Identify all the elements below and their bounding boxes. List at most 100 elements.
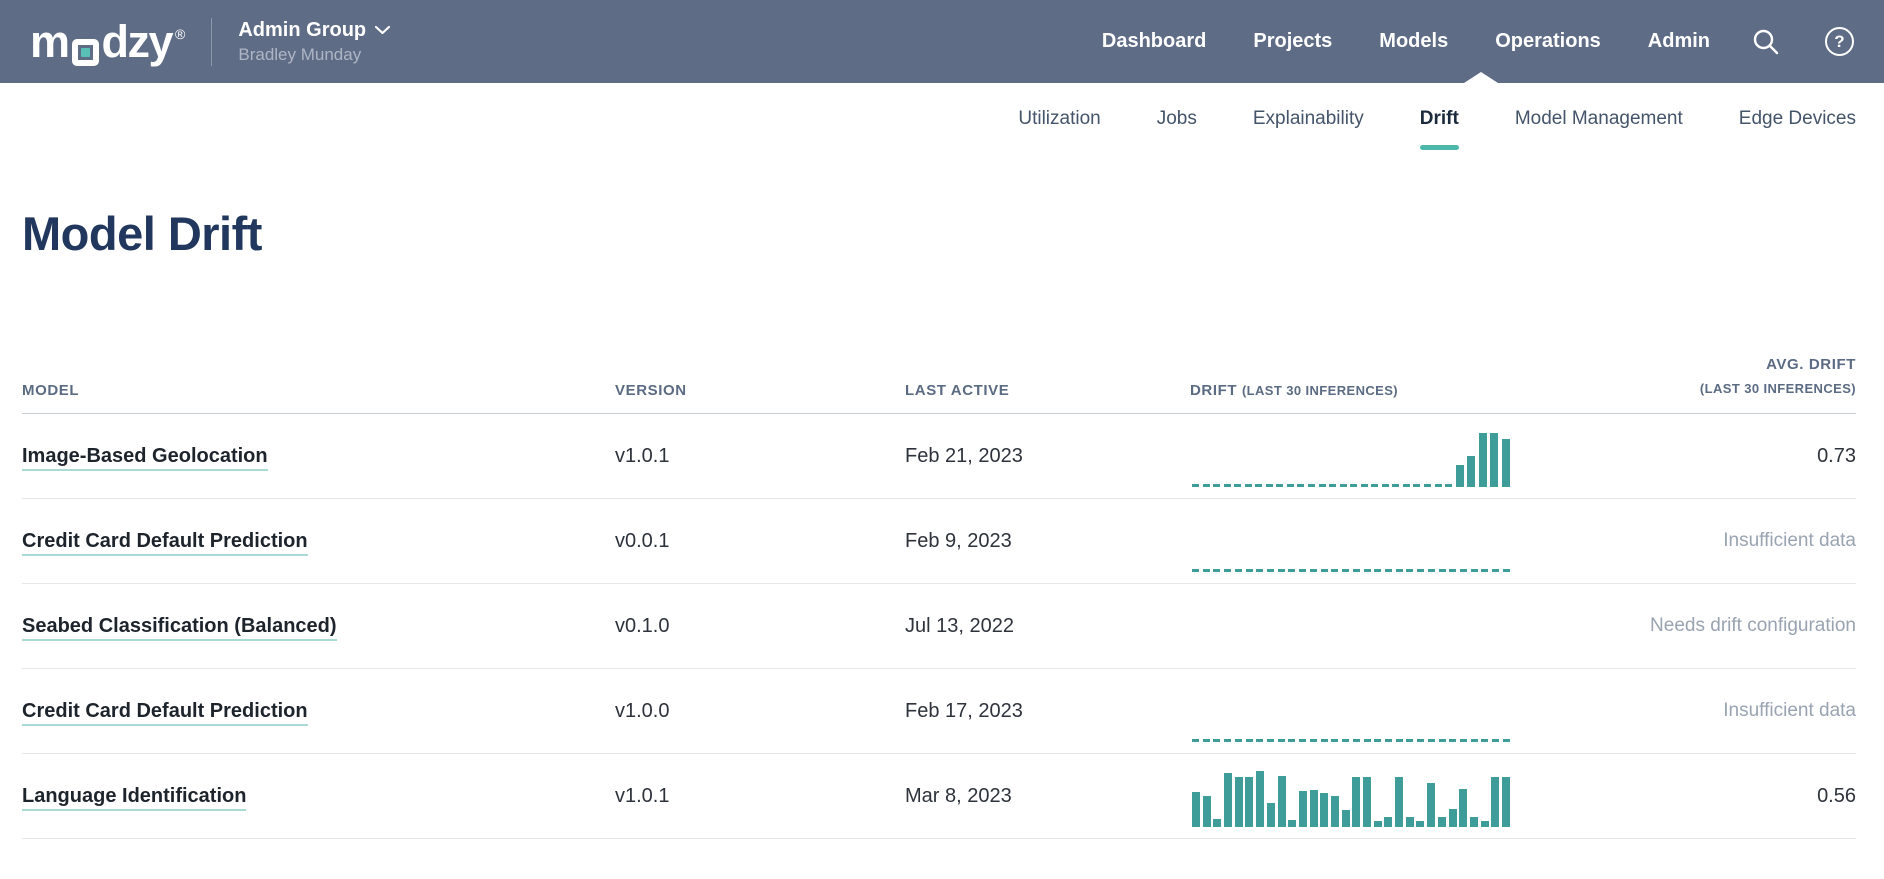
drift-dash bbox=[1428, 569, 1435, 572]
drift-dash bbox=[1321, 739, 1328, 742]
drift-dash bbox=[1439, 739, 1446, 742]
model-version: v1.0.1 bbox=[615, 445, 905, 468]
logo-text-suffix: dzy bbox=[102, 16, 173, 68]
drift-dash bbox=[1276, 484, 1283, 487]
model-version: v0.1.0 bbox=[615, 615, 905, 638]
drift-dash bbox=[1342, 739, 1349, 742]
drift-bar bbox=[1427, 783, 1435, 827]
nav-item-models[interactable]: Models bbox=[1379, 30, 1448, 53]
subnav-tab-explainability[interactable]: Explainability bbox=[1253, 108, 1364, 130]
avg-drift-cell: 0.73 bbox=[1512, 445, 1856, 468]
drift-dash bbox=[1413, 484, 1420, 487]
drift-dash bbox=[1503, 739, 1510, 742]
drift-header-sub: (LAST 30 INFERENCES) bbox=[1242, 383, 1398, 398]
drift-dash bbox=[1235, 569, 1242, 572]
drift-bar bbox=[1491, 777, 1499, 827]
nav-item-operations[interactable]: Operations bbox=[1495, 30, 1601, 53]
top-navbar: m dzy ® Admin Group Bradley Munday Dashb… bbox=[0, 0, 1884, 83]
drift-dash bbox=[1435, 484, 1442, 487]
model-link[interactable]: Credit Card Default Prediction bbox=[22, 530, 308, 556]
drift-dash bbox=[1353, 739, 1360, 742]
drift-dash bbox=[1481, 569, 1488, 572]
drift-dash bbox=[1288, 739, 1295, 742]
drift-dash bbox=[1310, 739, 1317, 742]
drift-bar bbox=[1331, 796, 1339, 827]
drift-bar bbox=[1352, 777, 1360, 827]
column-header-drift: DRIFT (LAST 30 INFERENCES) bbox=[1190, 382, 1512, 399]
drift-dash bbox=[1417, 739, 1424, 742]
table-body: Image-Based Geolocation v1.0.1 Feb 21, 2… bbox=[22, 414, 1856, 839]
drift-bar bbox=[1502, 777, 1510, 827]
drift-dash bbox=[1267, 569, 1274, 572]
drift-dash bbox=[1481, 739, 1488, 742]
registered-trademark: ® bbox=[175, 26, 185, 42]
last-active-date: Mar 8, 2023 bbox=[905, 785, 1190, 808]
nav-item-admin[interactable]: Admin bbox=[1648, 30, 1710, 53]
active-nav-notch bbox=[1464, 72, 1498, 83]
drift-dash bbox=[1299, 569, 1306, 572]
drift-dash bbox=[1213, 484, 1220, 487]
model-link[interactable]: Image-Based Geolocation bbox=[22, 445, 268, 471]
drift-dash bbox=[1299, 739, 1306, 742]
drift-bar bbox=[1479, 433, 1487, 487]
logo-square-o-icon bbox=[72, 39, 99, 66]
drift-dash bbox=[1266, 484, 1273, 487]
drift-dash bbox=[1319, 484, 1326, 487]
drift-dash bbox=[1471, 569, 1478, 572]
drift-dash bbox=[1364, 569, 1371, 572]
column-header-last-active: LAST ACTIVE bbox=[905, 382, 1190, 399]
drift-bar bbox=[1481, 821, 1489, 827]
drift-dash bbox=[1374, 569, 1381, 572]
drift-dash bbox=[1255, 484, 1262, 487]
model-version: v1.0.1 bbox=[615, 785, 905, 808]
drift-dash bbox=[1246, 569, 1253, 572]
drift-bar bbox=[1449, 809, 1457, 827]
drift-dash bbox=[1256, 569, 1263, 572]
drift-dash bbox=[1329, 484, 1336, 487]
drift-dash bbox=[1245, 484, 1252, 487]
drift-dash bbox=[1308, 484, 1315, 487]
drift-bar bbox=[1467, 456, 1475, 487]
navbar-divider bbox=[211, 18, 212, 66]
drift-dash bbox=[1342, 569, 1349, 572]
model-link[interactable]: Language Identification bbox=[22, 785, 246, 811]
drift-bar bbox=[1278, 776, 1286, 827]
drift-bar bbox=[1320, 793, 1328, 827]
group-name: Admin Group bbox=[238, 18, 366, 43]
drift-dash bbox=[1385, 569, 1392, 572]
table-row: Seabed Classification (Balanced) v0.1.0 … bbox=[22, 584, 1856, 669]
drift-bar bbox=[1224, 773, 1232, 827]
subnav-tab-edge-devices[interactable]: Edge Devices bbox=[1739, 108, 1856, 130]
drift-bar bbox=[1299, 791, 1307, 827]
nav-item-dashboard[interactable]: Dashboard bbox=[1102, 30, 1206, 53]
drift-dash bbox=[1192, 569, 1199, 572]
drift-dash bbox=[1417, 569, 1424, 572]
subnav-tab-jobs[interactable]: Jobs bbox=[1157, 108, 1197, 130]
column-header-avg-drift: AVG. DRIFT (LAST 30 INFERENCES) bbox=[1512, 353, 1856, 399]
subnav-tab-drift[interactable]: Drift bbox=[1420, 108, 1459, 130]
nav-item-projects[interactable]: Projects bbox=[1253, 30, 1332, 53]
model-link[interactable]: Seabed Classification (Balanced) bbox=[22, 615, 337, 641]
drift-dash bbox=[1460, 739, 1467, 742]
subnav-tab-model-management[interactable]: Model Management bbox=[1515, 108, 1683, 130]
drift-bar bbox=[1490, 433, 1498, 487]
model-link[interactable]: Credit Card Default Prediction bbox=[22, 700, 308, 726]
account-group-dropdown[interactable]: Admin Group Bradley Munday bbox=[238, 18, 390, 65]
drift-dash bbox=[1449, 739, 1456, 742]
search-icon[interactable] bbox=[1752, 28, 1779, 55]
drift-dash bbox=[1503, 569, 1510, 572]
drift-bar bbox=[1213, 819, 1221, 827]
drift-bar bbox=[1374, 821, 1382, 827]
last-active-date: Feb 9, 2023 bbox=[905, 530, 1190, 553]
drift-dash bbox=[1406, 569, 1413, 572]
table-row: Credit Card Default Prediction v1.0.0 Fe… bbox=[22, 669, 1856, 754]
model-version: v0.0.1 bbox=[615, 530, 905, 553]
modzy-logo[interactable]: m dzy ® bbox=[30, 16, 185, 68]
subnav-tab-utilization[interactable]: Utilization bbox=[1018, 108, 1100, 130]
avg-drift-cell: 0.56 bbox=[1512, 785, 1856, 808]
drift-bar bbox=[1459, 789, 1467, 827]
last-active-date: Feb 21, 2023 bbox=[905, 445, 1190, 468]
avg-drift-cell: Insufficient data bbox=[1512, 530, 1856, 552]
help-icon[interactable]: ? bbox=[1825, 27, 1854, 56]
drift-dash bbox=[1224, 484, 1231, 487]
